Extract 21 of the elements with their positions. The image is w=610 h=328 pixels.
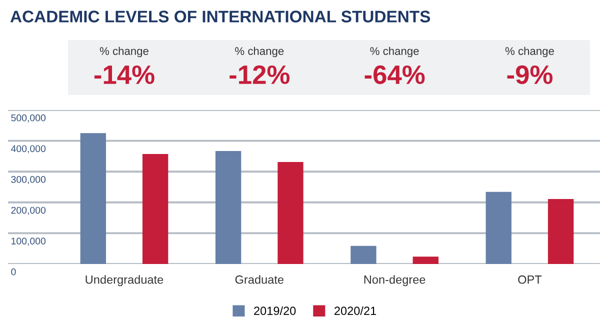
text: -14%	[94, 65, 154, 84]
y-tick-label: 400,000	[11, 145, 46, 154]
y-tick-label: 200,000	[11, 206, 46, 215]
x-tick-label: Graduate	[235, 275, 284, 284]
text: -64%	[364, 65, 425, 84]
text: % change	[235, 46, 284, 58]
y-tick-label: 100,000	[12, 238, 46, 246]
legend-label: 2019/20	[254, 306, 296, 316]
text: % change	[505, 46, 554, 58]
y-tick-label: 500,000	[11, 114, 46, 122]
x-tick-label: Non-degree	[364, 275, 426, 286]
text: -12%	[230, 65, 290, 84]
text: % change	[100, 46, 148, 58]
x-tick-label: OPT	[518, 275, 542, 284]
chart-title: ACADEMIC LEVELS OF INTERNATIONAL STUDENTS	[10, 10, 430, 22]
text: -9%	[507, 65, 552, 84]
legend-label: 2020/21	[334, 306, 376, 316]
y-tick-label: 0	[11, 268, 16, 276]
y-tick-label: 300,000	[11, 176, 46, 184]
text: % change	[370, 46, 419, 58]
x-tick-label: Undergraduate	[86, 275, 164, 286]
